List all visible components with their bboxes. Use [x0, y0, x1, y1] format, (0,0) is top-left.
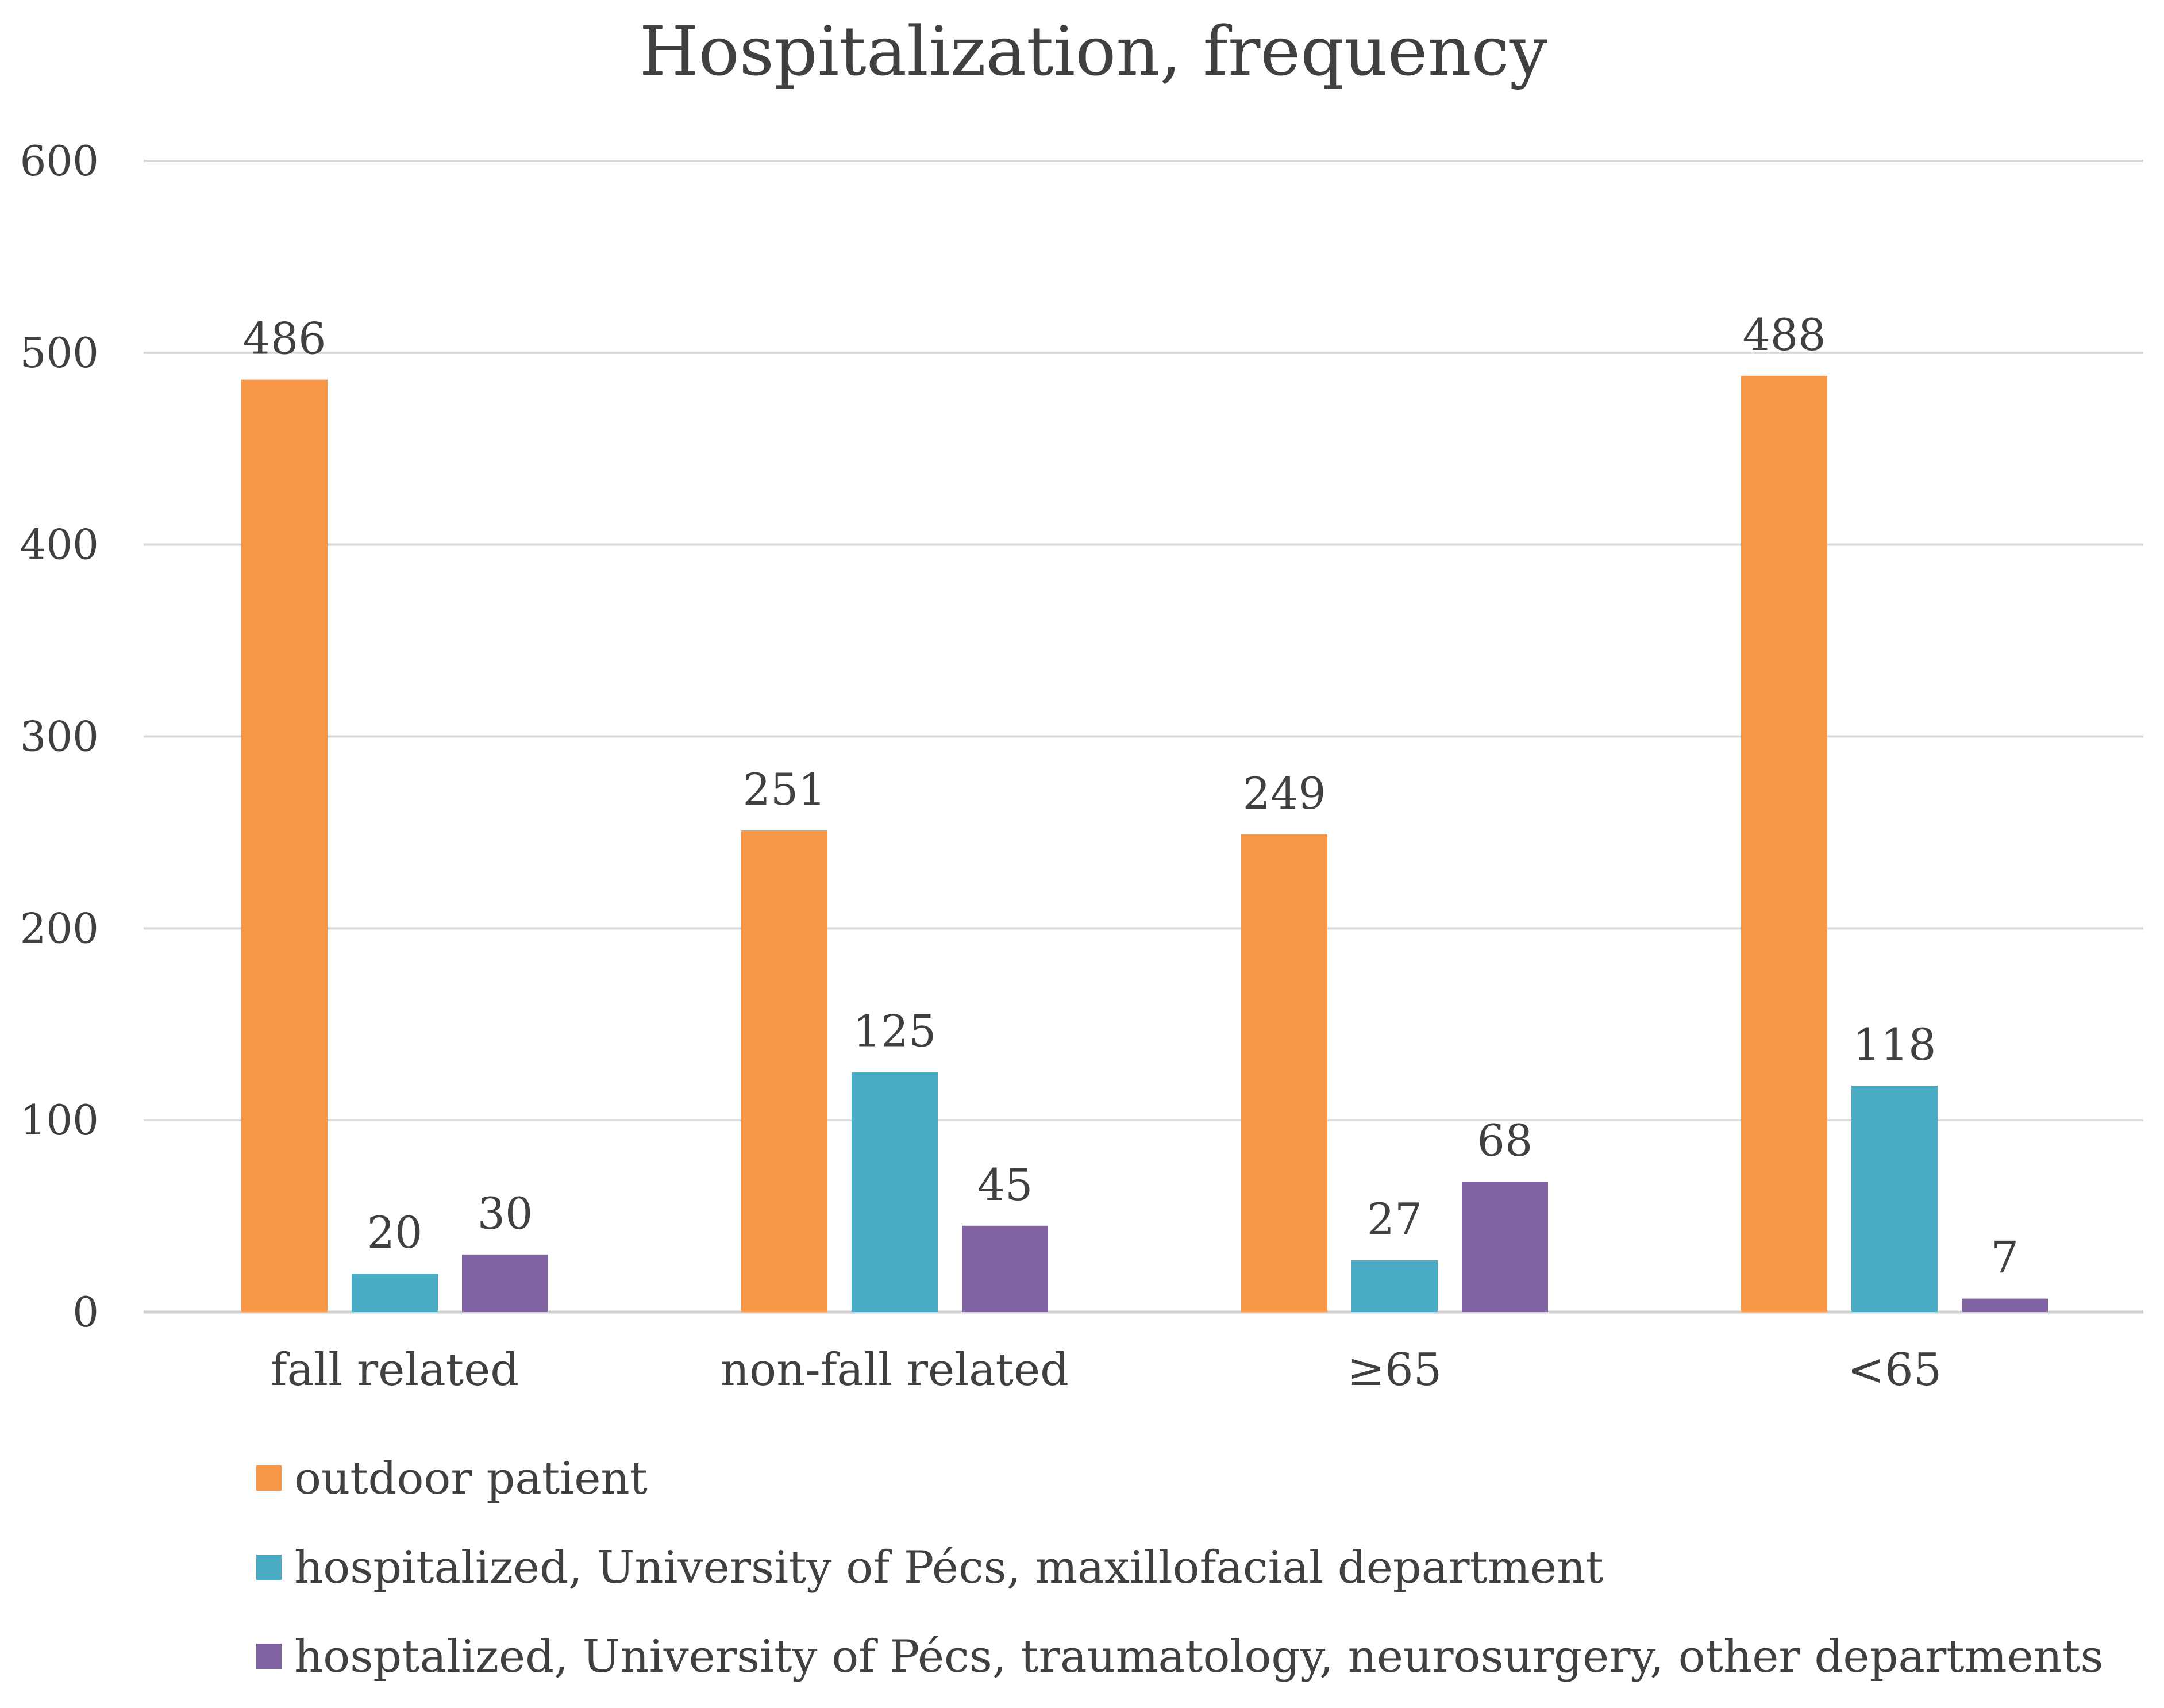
- data-label: 27: [1367, 1194, 1423, 1245]
- data-labels: 486 20 30 251 125 45 249 27 68 488 118 7: [242, 309, 2019, 1283]
- legend-swatch: [256, 1555, 282, 1580]
- bar-3-1: [462, 1254, 548, 1312]
- bar-1-2: [741, 830, 827, 1312]
- data-label: 486: [242, 313, 326, 364]
- legend: outdoor patient hospitalized, University …: [256, 1453, 2103, 1683]
- bar-3-3: [1462, 1181, 1548, 1312]
- bar-1-1: [241, 379, 328, 1312]
- data-label: 488: [1742, 309, 1826, 360]
- bar-1-3: [1241, 834, 1327, 1312]
- x-axis: fall related non-fall related ≥65 <65: [271, 1344, 1942, 1396]
- chart-title: Hospitalization, frequency: [640, 11, 1548, 91]
- data-label: 20: [367, 1207, 423, 1258]
- x-category-label: non-fall related: [721, 1344, 1069, 1396]
- bar-3-2: [962, 1225, 1048, 1312]
- x-category-label: fall related: [271, 1344, 519, 1396]
- y-tick-label: 500: [20, 329, 99, 377]
- data-label: 118: [1853, 1019, 1936, 1070]
- y-tick-label: 300: [20, 713, 99, 761]
- data-label: 68: [1477, 1115, 1533, 1166]
- y-tick-label: 600: [20, 137, 99, 185]
- y-axis: 0 100 200 300 400 500 600: [20, 137, 99, 1336]
- y-tick-label: 100: [20, 1096, 99, 1144]
- data-label: 251: [742, 764, 826, 815]
- x-category-label: <65: [1847, 1344, 1942, 1396]
- bar-3-4: [1962, 1298, 2048, 1312]
- legend-label: hospitalized, University of Pécs, maxill…: [294, 1542, 1604, 1594]
- data-label: 30: [478, 1188, 533, 1239]
- bar-2-4: [1851, 1086, 1938, 1312]
- data-label: 249: [1242, 768, 1326, 819]
- data-label: 125: [853, 1006, 936, 1057]
- bar-2-1: [352, 1274, 438, 1312]
- y-tick-label: 400: [20, 521, 99, 569]
- bars: [241, 375, 2048, 1312]
- legend-label: outdoor patient: [294, 1453, 648, 1505]
- bar-2-3: [1351, 1260, 1438, 1312]
- x-category-label: ≥65: [1347, 1344, 1442, 1396]
- gridlines: [144, 160, 2143, 1314]
- legend-label: hosptalized, University of Pécs, traumat…: [294, 1631, 2103, 1683]
- y-tick-label: 200: [20, 904, 99, 952]
- data-label: 7: [1991, 1232, 2019, 1283]
- bar-1-4: [1741, 375, 1827, 1312]
- legend-swatch: [256, 1465, 282, 1491]
- data-label: 45: [977, 1159, 1033, 1210]
- bar-2-2: [852, 1072, 938, 1312]
- legend-swatch: [256, 1644, 282, 1669]
- y-tick-label: 0: [72, 1288, 99, 1336]
